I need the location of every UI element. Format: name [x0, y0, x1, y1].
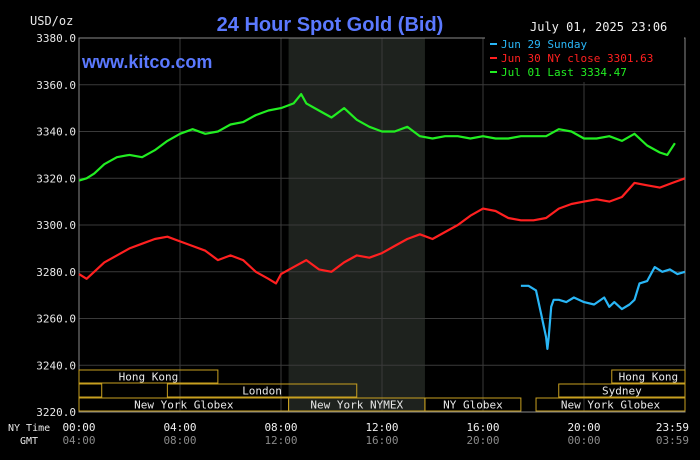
session-bar [558, 383, 686, 398]
series-layer [78, 92, 686, 350]
session-label: New York NYMEX [310, 399, 403, 412]
x-tick-label-gmt: 04:00 [62, 434, 95, 447]
x-tick-label-ny: 00:00 [62, 421, 95, 434]
y-tick-label: 3280.0 [36, 266, 76, 279]
x-axis-label-gmt: GMT [20, 436, 38, 447]
x-tick-label-ny: 12:00 [365, 421, 398, 434]
x-tick-label-gmt: 08:00 [163, 434, 196, 447]
y-axis-label: USD/oz [30, 14, 73, 28]
session-label: Hong Kong [119, 371, 179, 384]
x-tick-label-ny: 04:00 [163, 421, 196, 434]
y-tick-labels: 3220.0 3240.0 3260.0 3280.0 3300.0 3320.0 3340… [36, 32, 76, 419]
session-bar [535, 397, 686, 412]
x-tick-label-gmt: 16:00 [365, 434, 398, 447]
x-tick-labels: 00:0004:0004:0008:0008:0012:0012:0016:00… [62, 421, 689, 447]
session-label: New York Globex [134, 399, 234, 412]
x-axis-label-ny: NY Time [8, 423, 50, 434]
session-bar [78, 383, 103, 398]
legend-entry: Jun 30 NY close 3301.63 [501, 52, 653, 65]
y-tick-label: 3300.0 [36, 219, 76, 232]
y-tick-label: 3240.0 [36, 359, 76, 372]
session-label: Hong Kong [619, 371, 679, 384]
x-tick-label-ny: 20:00 [567, 421, 600, 434]
session-label: London [242, 385, 282, 398]
legend-entry: Jun 29 Sunday [501, 38, 587, 51]
legend-box [485, 37, 684, 82]
y-tick-label: 3260.0 [36, 313, 76, 326]
x-tick-label-gmt: 03:59 [656, 434, 689, 447]
series-line-2 [78, 92, 676, 182]
series-line-0 [520, 266, 686, 350]
y-tick-label: 3380.0 [36, 32, 76, 45]
y-tick-label: 3220.0 [36, 406, 76, 419]
series-line-1 [78, 177, 686, 285]
watermark: www.kitco.com [81, 52, 212, 72]
plot-frame [78, 37, 686, 413]
x-tick-label-gmt: 20:00 [466, 434, 499, 447]
legend-entry: Jul 01 Last 3334.47 [501, 66, 627, 79]
session-bar [78, 369, 219, 384]
session-label: Sydney [602, 385, 642, 398]
session-label: New York Globex [561, 399, 661, 412]
x-tick-label-gmt: 12:00 [264, 434, 297, 447]
y-tick-label: 3320.0 [36, 172, 76, 185]
y-tick-label: 3360.0 [36, 79, 76, 92]
session-bar [611, 369, 686, 384]
x-tick-label-gmt: 00:00 [567, 434, 600, 447]
y-tick-label: 3340.0 [36, 126, 76, 139]
x-tick-label-ny: 08:00 [264, 421, 297, 434]
chart-title: 24 Hour Spot Gold (Bid) [217, 14, 444, 36]
timestamp: July 01, 2025 23:06 [530, 20, 667, 34]
session-label: NY Globex [443, 399, 503, 412]
session-bar [424, 397, 522, 412]
x-tick-label-ny: 16:00 [466, 421, 499, 434]
session-bar [166, 383, 358, 398]
x-tick-label-ny: 23:59 [656, 421, 689, 434]
